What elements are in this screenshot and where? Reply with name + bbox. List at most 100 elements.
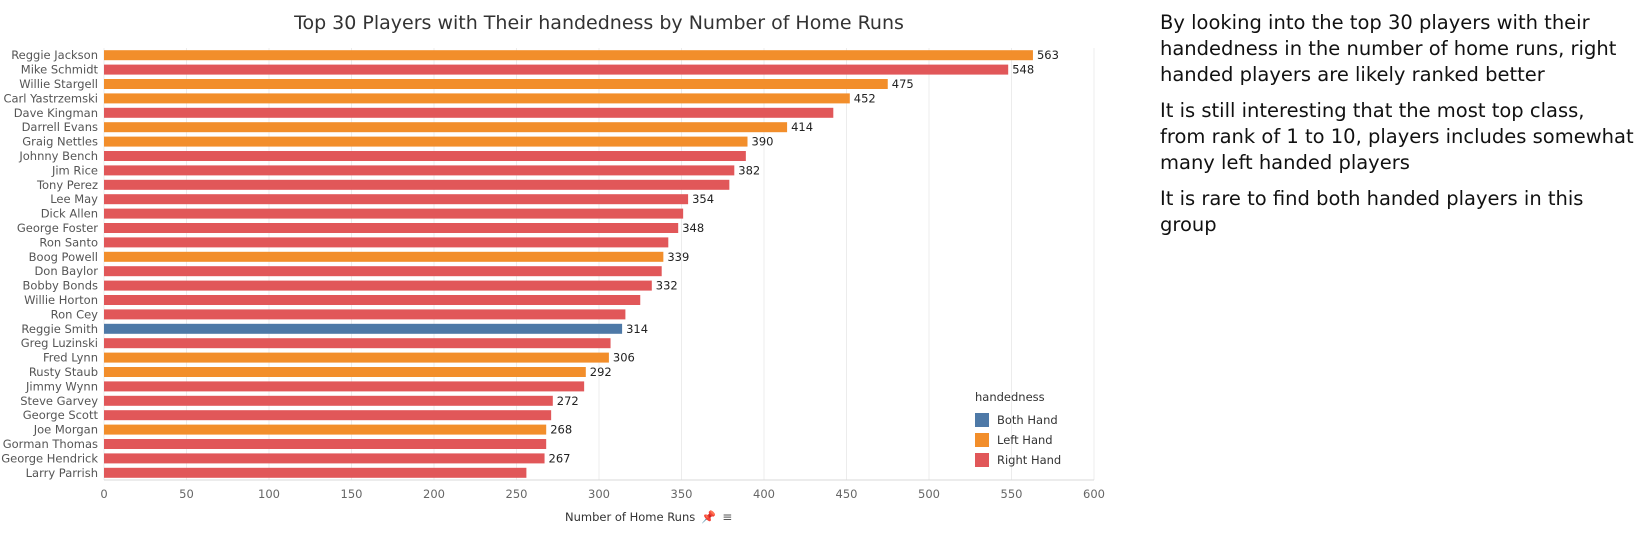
data-label: 382 bbox=[738, 163, 760, 177]
bar[interactable] bbox=[104, 453, 545, 464]
legend-label: Right Hand bbox=[997, 453, 1062, 467]
x-tick-label: 150 bbox=[341, 487, 363, 501]
category-label: Carl Yastrzemski bbox=[3, 91, 98, 105]
bar[interactable] bbox=[104, 93, 850, 104]
bar[interactable] bbox=[104, 136, 748, 147]
bar[interactable] bbox=[104, 323, 623, 334]
data-label: 314 bbox=[626, 322, 648, 336]
category-label: Gorman Thomas bbox=[3, 437, 98, 451]
data-label: 272 bbox=[557, 394, 579, 408]
x-tick-label: 500 bbox=[918, 487, 940, 501]
bar[interactable] bbox=[104, 338, 611, 349]
category-label: Larry Parrish bbox=[26, 466, 98, 480]
x-tick-label: 600 bbox=[1083, 487, 1105, 501]
bar[interactable] bbox=[104, 280, 652, 291]
pin-icon[interactable]: 📌 bbox=[701, 510, 717, 524]
x-tick-label: 450 bbox=[836, 487, 858, 501]
category-label: Reggie Smith bbox=[21, 322, 98, 336]
category-label: Steve Garvey bbox=[20, 394, 98, 408]
bar[interactable] bbox=[104, 151, 746, 161]
bar[interactable] bbox=[104, 295, 641, 305]
x-axis-title-text: Number of Home Runs bbox=[565, 510, 696, 524]
data-label: 414 bbox=[791, 120, 813, 134]
bar[interactable] bbox=[104, 79, 888, 89]
category-label: Tony Perez bbox=[36, 178, 98, 192]
category-label: Jim Rice bbox=[51, 163, 98, 177]
sort-icon[interactable]: ≡ bbox=[722, 510, 733, 524]
data-label: 339 bbox=[667, 250, 689, 264]
bar[interactable] bbox=[104, 352, 609, 363]
bar[interactable] bbox=[104, 208, 684, 219]
category-label: Willie Stargell bbox=[19, 77, 98, 91]
bar[interactable] bbox=[104, 395, 553, 406]
bar[interactable] bbox=[104, 266, 662, 277]
data-label: 348 bbox=[682, 221, 704, 235]
data-label: 452 bbox=[854, 91, 876, 105]
bar[interactable] bbox=[104, 237, 669, 248]
bar[interactable] bbox=[104, 122, 788, 133]
bar[interactable] bbox=[104, 64, 1009, 75]
bar[interactable] bbox=[104, 439, 547, 449]
category-label: Don Baylor bbox=[34, 264, 98, 278]
legend-swatch-right-hand bbox=[975, 453, 989, 467]
legend-item-both-hand[interactable]: Both Hand bbox=[975, 410, 1061, 430]
category-label: Graig Nettles bbox=[22, 135, 98, 149]
data-label: 354 bbox=[692, 192, 714, 206]
legend-label: Both Hand bbox=[997, 413, 1058, 427]
bar[interactable] bbox=[104, 381, 585, 392]
bar[interactable] bbox=[104, 194, 689, 205]
bar[interactable] bbox=[104, 467, 527, 478]
x-tick-label: 0 bbox=[100, 487, 107, 501]
category-label: George Hendrick bbox=[1, 451, 98, 465]
legend-title: handedness bbox=[975, 390, 1045, 404]
bar[interactable] bbox=[104, 424, 547, 435]
legend: handedness Both Hand Left Hand Right Han… bbox=[975, 390, 1061, 470]
x-axis-title: Number of Home Runs 📌 ≡ bbox=[565, 510, 732, 524]
legend-item-right-hand[interactable]: Right Hand bbox=[975, 450, 1061, 470]
category-label: Rusty Staub bbox=[29, 365, 98, 379]
data-label: 267 bbox=[549, 451, 571, 465]
x-tick-label: 250 bbox=[506, 487, 528, 501]
x-tick-label: 200 bbox=[423, 487, 445, 501]
bar[interactable] bbox=[104, 107, 834, 118]
category-label: George Scott bbox=[23, 408, 99, 422]
legend-item-left-hand[interactable]: Left Hand bbox=[975, 430, 1061, 450]
bar[interactable] bbox=[104, 223, 679, 233]
category-label: Lee May bbox=[50, 192, 98, 206]
x-tick-label: 100 bbox=[258, 487, 280, 501]
bar[interactable] bbox=[104, 367, 586, 377]
category-label: Willie Horton bbox=[24, 293, 98, 307]
legend-swatch-both-hand bbox=[975, 413, 989, 427]
category-label: Dave Kingman bbox=[14, 106, 98, 120]
bar[interactable] bbox=[104, 165, 735, 176]
note-paragraph: It is still interesting that the most to… bbox=[1160, 99, 1634, 174]
data-label: 306 bbox=[613, 351, 635, 365]
category-label: Joe Morgan bbox=[33, 423, 98, 437]
bar[interactable] bbox=[104, 410, 552, 421]
category-label: Jimmy Wynn bbox=[25, 379, 98, 393]
data-label: 390 bbox=[752, 135, 774, 149]
category-label: Fred Lynn bbox=[43, 351, 98, 365]
category-label: Darrell Evans bbox=[22, 120, 98, 134]
x-tick-label: 550 bbox=[1001, 487, 1023, 501]
category-label: Greg Luzinski bbox=[21, 336, 98, 350]
category-label: Reggie Jackson bbox=[11, 48, 98, 62]
bar[interactable] bbox=[104, 50, 1033, 61]
data-label: 268 bbox=[550, 423, 572, 437]
x-tick-label: 350 bbox=[671, 487, 693, 501]
category-label: George Foster bbox=[17, 221, 98, 235]
data-label: 292 bbox=[590, 365, 612, 379]
legend-swatch-left-hand bbox=[975, 433, 989, 447]
x-tick-label: 50 bbox=[179, 487, 194, 501]
data-label: 332 bbox=[656, 279, 678, 293]
data-label: 475 bbox=[892, 77, 914, 91]
bar[interactable] bbox=[104, 309, 626, 320]
bar[interactable] bbox=[104, 179, 730, 190]
data-label: 548 bbox=[1012, 63, 1034, 77]
bar[interactable] bbox=[104, 251, 664, 262]
category-label: Ron Santo bbox=[39, 235, 98, 249]
category-label: Mike Schmidt bbox=[21, 63, 99, 77]
x-tick-label: 300 bbox=[588, 487, 610, 501]
category-label: Boog Powell bbox=[29, 250, 98, 264]
data-label: 563 bbox=[1037, 48, 1059, 62]
